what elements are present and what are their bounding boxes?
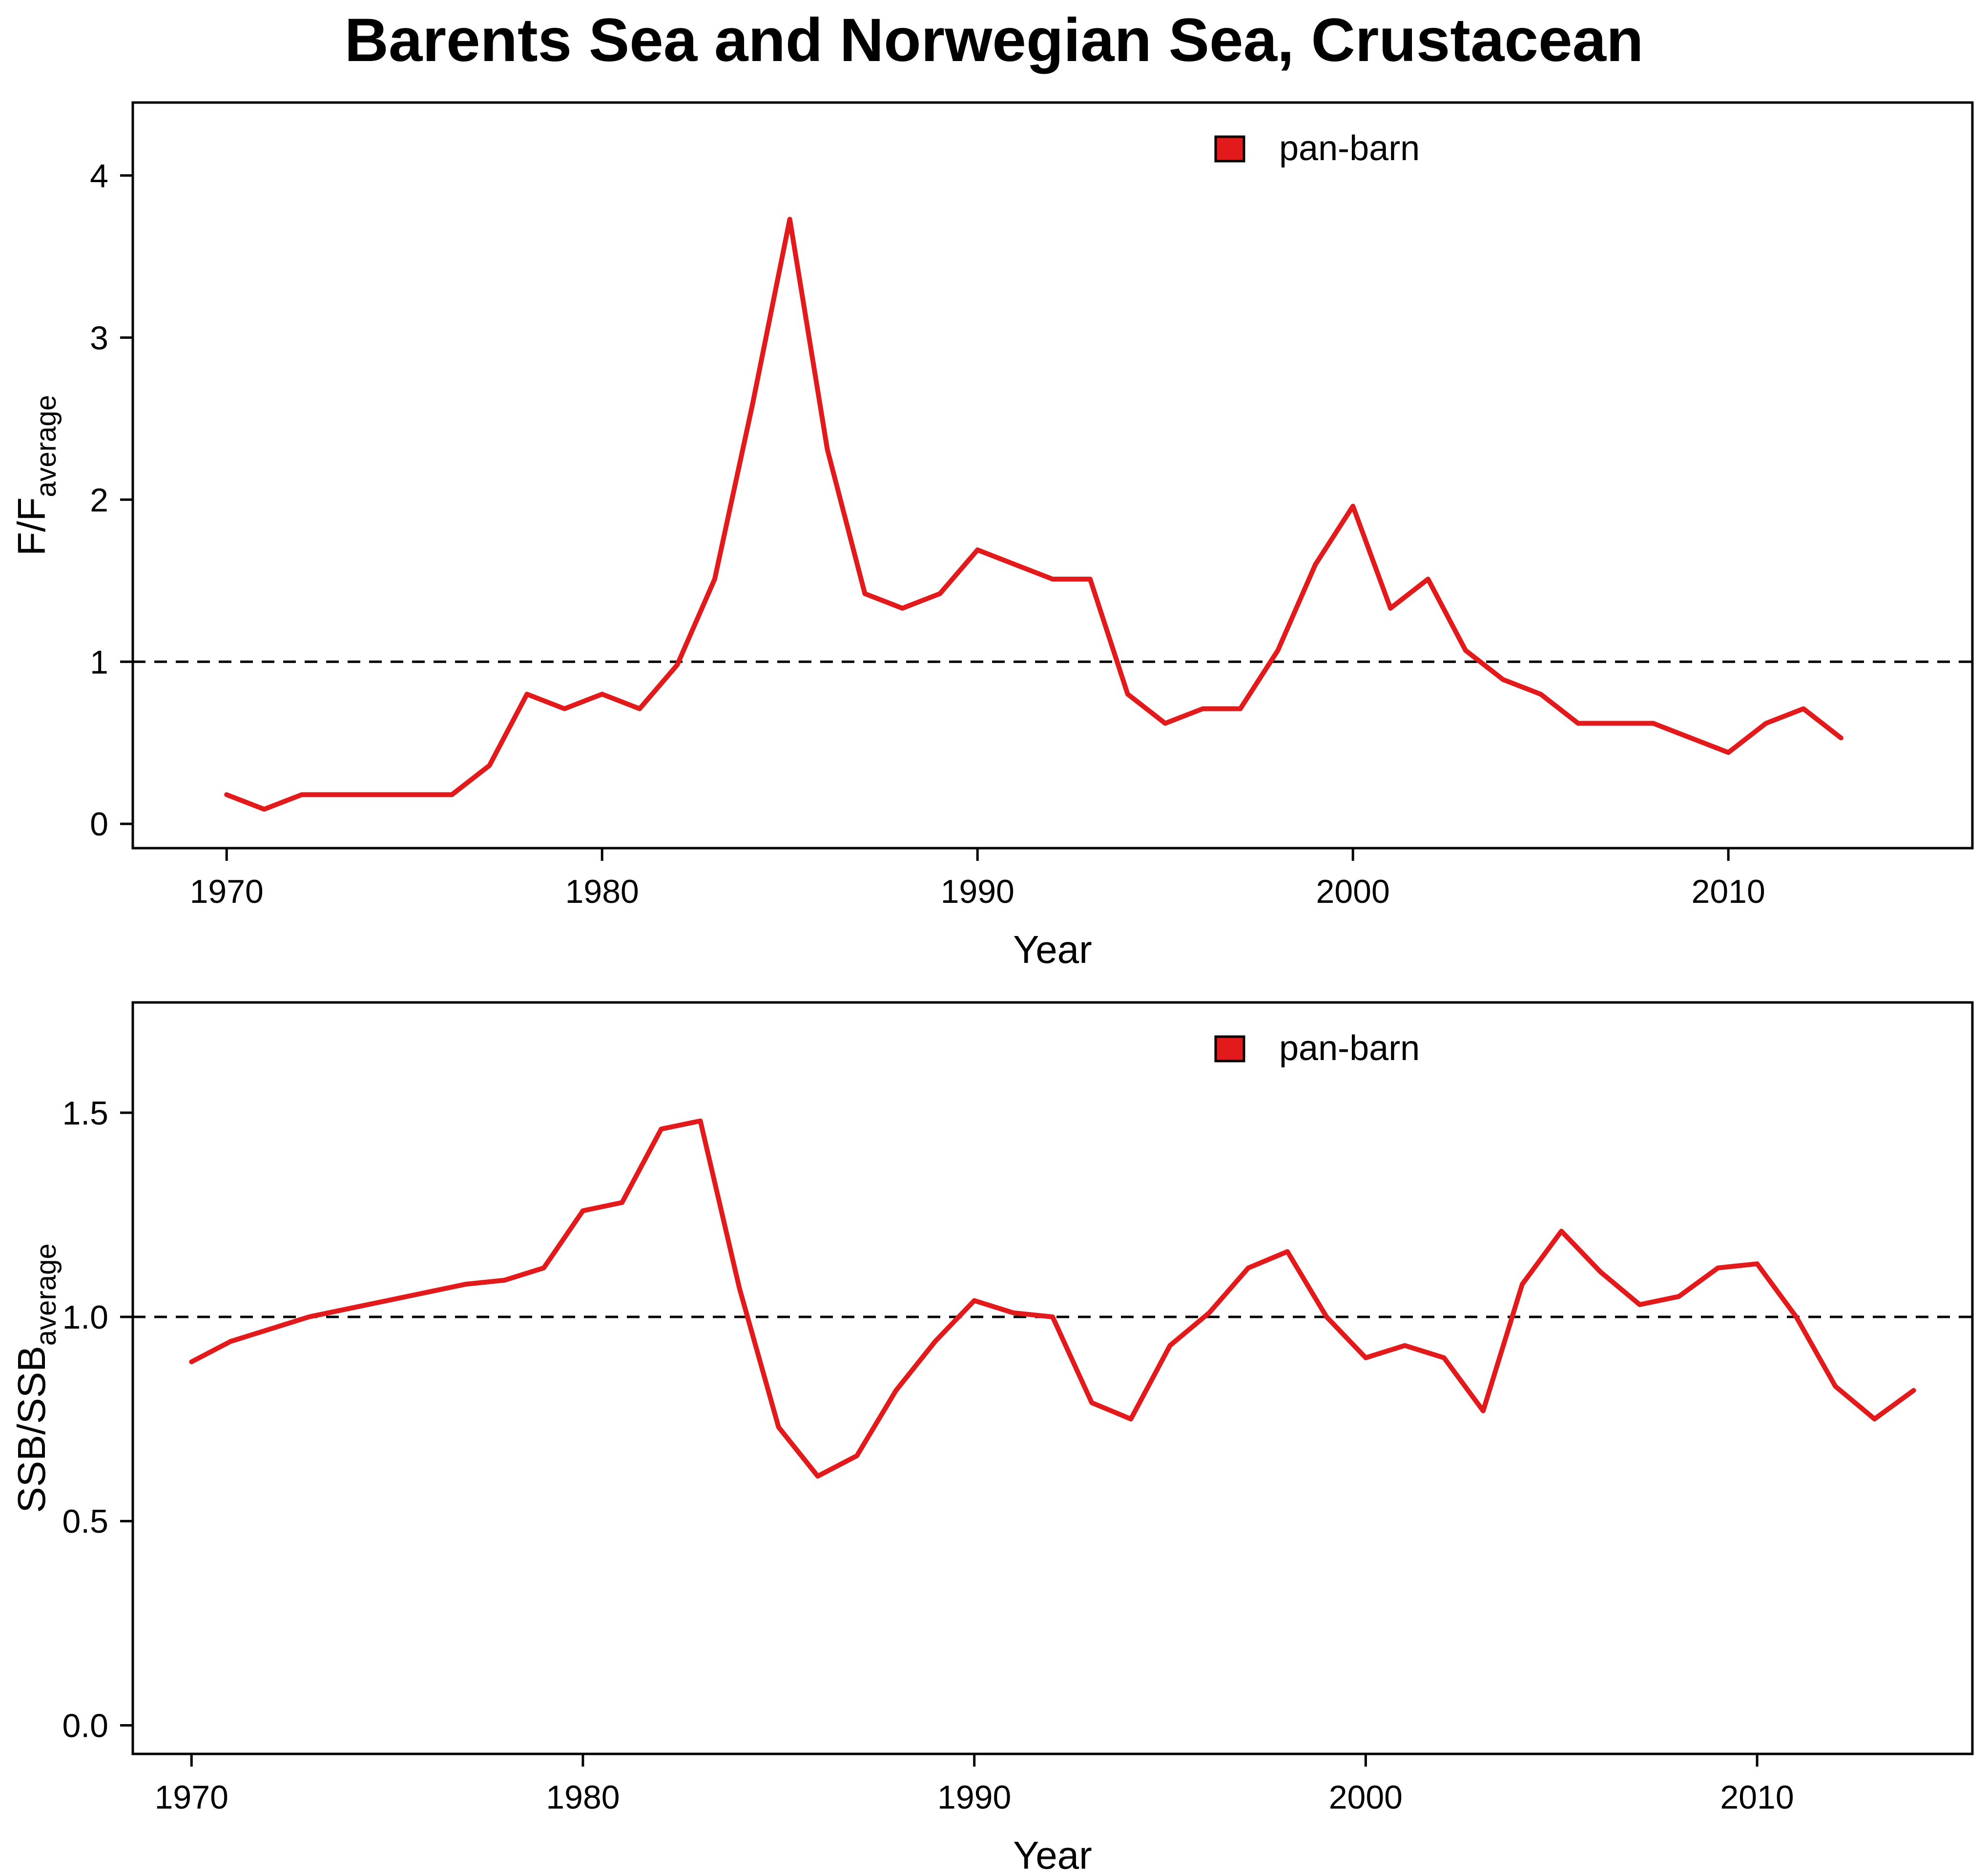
ssb-ratio-y-axis-title-main: SSB/SSB [10,1346,53,1513]
ssb-ratio-panel: 1970 1980 1990 2000 2010 0.0 0.5 1.0 1.5 Year SSB/… [10,1001,1974,1875]
f-ratio-y-tick-label-1: 1 [90,644,108,681]
f-ratio-y-tick-label-3: 3 [90,319,108,356]
ssb-ratio-x-tick-label-2010: 2010 [1720,1779,1794,1816]
f-ratio-y-tick-label-0: 0 [90,806,108,843]
f-ratio-legend-label: pan-barn [1279,129,1420,168]
f-ratio-y-axis-title: F/Faverage [10,395,62,556]
f-ratio-x-tick-label-2010: 2010 [1692,873,1765,910]
f-ratio-x-tick-label-1980: 1980 [565,873,639,910]
f-ratio-panel: 1970 1980 1990 2000 2010 0 1 2 3 4 Year F/Faverage p… [10,101,1974,971]
ssb-ratio-x-axis-title: Year [1013,1833,1092,1875]
f-ratio-y-axis-title-main: F/F [10,497,53,556]
ssb-ratio-y-axis-title: SSB/SSBaverage [10,1244,62,1513]
ssb-ratio-x-tick-label-1980: 1980 [546,1779,620,1816]
ssb-ratio-x-tick-label-2000: 2000 [1329,1779,1403,1816]
f-ratio-x-tick-label-2000: 2000 [1316,873,1390,910]
f-ratio-x-tick-label-1990: 1990 [941,873,1015,910]
ssb-ratio-y-tick-label-2: 1.0 [62,1299,108,1336]
f-ratio-y-axis-title-sub: average [30,395,62,498]
ssb-ratio-x-tick-label-1990: 1990 [937,1779,1011,1816]
ssb-ratio-y-axis-title-sub: average [30,1244,62,1346]
ssb-ratio-legend-label: pan-barn [1279,1029,1420,1068]
ssb-ratio-legend-swatch [1214,1035,1245,1062]
f-ratio-legend-swatch [1214,135,1245,163]
ssb-ratio-plot-frame [131,1001,1974,1755]
ssb-ratio-y-tick-label-1: 0.5 [62,1503,108,1540]
ssb-ratio-y-tick-label-0: 0.0 [62,1707,108,1744]
ssb-ratio-series-line-0 [189,1118,1916,1479]
ssb-ratio-y-tick-label-3: 1.5 [62,1095,108,1132]
f-ratio-y-tick-label-2: 2 [90,481,108,519]
f-ratio-series-line-0 [224,217,1843,812]
f-ratio-x-axis-title: Year [1013,928,1092,971]
figure-title: Barents Sea and Norwegian Sea, Crustacea… [345,6,1644,74]
ssb-ratio-x-tick-label-1970: 1970 [155,1779,228,1816]
f-ratio-y-tick-label-4: 4 [90,157,108,194]
f-ratio-x-tick-label-1970: 1970 [190,873,264,910]
f-ratio-plot-frame [131,101,1974,850]
